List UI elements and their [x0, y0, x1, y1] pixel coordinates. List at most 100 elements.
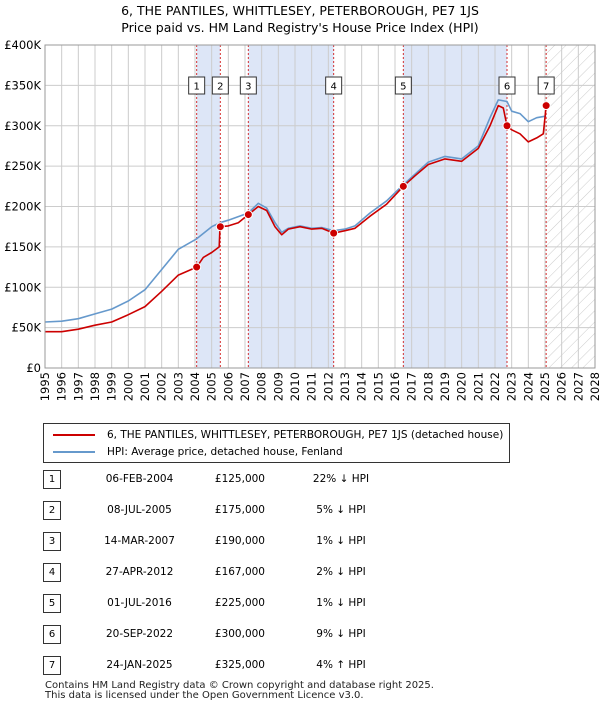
forecast-hatch [546, 45, 595, 368]
x-tick-label: 2008 [255, 372, 269, 401]
x-tick-label: 2013 [338, 372, 352, 401]
x-tick-label: 2019 [438, 372, 452, 401]
x-tick-label: 2010 [288, 372, 302, 401]
sale-marker-number: 3 [245, 82, 251, 93]
x-tick-label: 2027 [571, 372, 585, 401]
x-tick-label: 2001 [138, 372, 152, 401]
sale-marker-box [239, 76, 257, 95]
x-tick-label: 2017 [405, 372, 419, 401]
sale-marker-box [498, 76, 516, 95]
sale-marker [192, 262, 202, 272]
x-tick-label: 2015 [371, 372, 385, 401]
y-tick-label: £150K [4, 240, 41, 254]
legend-label-hpi: HPI: Average price, detached house, Fenl… [107, 445, 343, 458]
sale-marker [541, 101, 551, 111]
sale-hpi-diff: 9% ↓ HPI [316, 628, 366, 640]
chart-title-line2: Price paid vs. HM Land Registry's House … [121, 20, 479, 35]
x-tick-label: 2016 [388, 372, 402, 401]
legend-swatch-hpi [53, 450, 95, 453]
chart-title-line1: 6, THE PANTILES, WHITTLESEY, PETERBOROUG… [121, 3, 479, 18]
x-tick-label: 2003 [171, 372, 185, 401]
x-tick-label: 2025 [538, 372, 552, 401]
sale-hpi-diff: 2% ↓ HPI [316, 566, 366, 578]
y-tick-label: £50K [12, 321, 42, 335]
sale-date: 20-SEP-2022 [105, 628, 174, 640]
sale-marker-number: 1 [193, 82, 199, 93]
x-tick-label: 1997 [71, 372, 85, 401]
sale-date: 08-JUL-2005 [107, 504, 172, 516]
sale-marker-number: 7 [543, 82, 549, 93]
sale-marker [215, 222, 225, 232]
x-tick-label: 2005 [205, 372, 219, 401]
x-tick-label: 1998 [88, 372, 102, 401]
footer-line2: This data is licensed under the Open Gov… [45, 690, 364, 701]
sale-marker-box [211, 76, 229, 95]
chart-legend: 6, THE PANTILES, WHITTLESEY, PETERBOROUG… [43, 423, 510, 463]
x-tick-label: 2004 [188, 372, 202, 401]
sale-number: 2 [43, 501, 61, 520]
sale-price: £300,000 [214, 628, 265, 640]
sale-hpi-diff: 1% ↓ HPI [316, 535, 366, 547]
y-tick-label: £300K [4, 119, 41, 133]
sale-marker-box [325, 76, 343, 95]
sale-marker-box [188, 76, 206, 95]
sale-price: £225,000 [214, 597, 265, 609]
sale-number: 6 [43, 625, 61, 644]
legend-label-price: 6, THE PANTILES, WHITTLESEY, PETERBOROUG… [107, 428, 504, 441]
sale-hpi-diff: 22% ↓ HPI [312, 473, 370, 485]
sale-date: 14-MAR-2007 [104, 535, 175, 547]
sale-marker [243, 210, 253, 220]
x-tick-label: 2023 [505, 372, 519, 401]
x-tick-label: 2028 [588, 372, 600, 401]
x-tick-label: 2000 [121, 372, 135, 401]
price-paid-line [45, 104, 547, 333]
sale-hpi-diff: 1% ↓ HPI [316, 597, 366, 609]
sale-row: 1 06-FEB-2004 £125,000 22% ↓ HPI [43, 470, 463, 490]
footer-attribution: Contains HM Land Registry data © Crown c… [45, 681, 434, 701]
sale-row: 7 24-JAN-2025 £325,000 4% ↑ HPI [43, 656, 463, 676]
sale-date: 01-JUL-2016 [107, 597, 172, 609]
x-tick-label: 2009 [271, 372, 285, 401]
x-tick-label: 2024 [521, 372, 535, 401]
y-tick-label: £400K [4, 38, 41, 52]
x-tick-label: 2012 [321, 372, 335, 401]
x-tick-label: 1996 [55, 372, 69, 401]
sale-date: 24-JAN-2025 [106, 659, 173, 671]
sale-price: £190,000 [214, 535, 265, 547]
x-tick-label: 1995 [38, 372, 52, 401]
sale-marker-number: 2 [217, 82, 223, 93]
x-tick-label: 2006 [221, 372, 235, 401]
x-tick-label: 2002 [155, 372, 169, 401]
sale-row: 6 20-SEP-2022 £300,000 9% ↓ HPI [43, 625, 463, 645]
sale-hpi-diff: 4% ↑ HPI [316, 659, 366, 671]
sale-date: 27-APR-2012 [105, 566, 174, 578]
footer-line1: Contains HM Land Registry data © Crown c… [45, 680, 434, 691]
sale-row: 3 14-MAR-2007 £190,000 1% ↓ HPI [43, 532, 463, 552]
legend-item-price: 6, THE PANTILES, WHITTLESEY, PETERBOROUG… [44, 426, 503, 443]
x-tick-label: 2021 [471, 372, 485, 401]
sale-number: 5 [43, 594, 61, 613]
sale-marker-box [537, 76, 555, 95]
sale-hpi-diff: 5% ↓ HPI [316, 504, 366, 516]
x-tick-label: 2022 [488, 372, 502, 401]
plot-frame [44, 44, 596, 369]
sale-date: 06-FEB-2004 [105, 473, 174, 485]
sale-number: 4 [43, 563, 61, 582]
y-tick-label: £0 [26, 361, 41, 375]
sale-marker-number: 5 [400, 82, 406, 93]
sale-number: 1 [43, 470, 61, 489]
x-tick-label: 2018 [421, 372, 435, 401]
sale-marker [329, 228, 339, 238]
sale-marker [502, 121, 512, 131]
sale-number: 7 [43, 656, 61, 675]
sale-row: 4 27-APR-2012 £167,000 2% ↓ HPI [43, 563, 463, 583]
sale-marker [398, 181, 408, 191]
legend-swatch-price [53, 433, 95, 436]
x-tick-label: 2014 [355, 372, 369, 401]
sale-marker-box [394, 76, 412, 95]
sale-price: £167,000 [214, 566, 265, 578]
sale-price: £175,000 [214, 504, 265, 516]
y-tick-label: £350K [4, 78, 41, 92]
sale-row: 5 01-JUL-2016 £225,000 1% ↓ HPI [43, 594, 463, 614]
legend-item-hpi: HPI: Average price, detached house, Fenl… [44, 443, 343, 460]
